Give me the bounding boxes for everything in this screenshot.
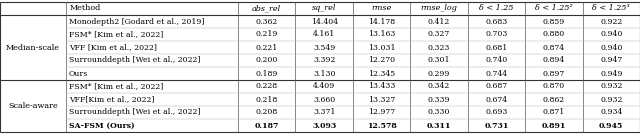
Text: abs_rel: abs_rel: [252, 5, 281, 12]
Text: δ < 1.25²: δ < 1.25²: [535, 5, 573, 12]
Text: VFF[Kim et al., 2022]: VFF[Kim et al., 2022]: [69, 96, 154, 103]
Text: FSM* [Kim et al., 2022]: FSM* [Kim et al., 2022]: [69, 83, 163, 90]
Text: 0.947: 0.947: [600, 57, 623, 64]
Text: Ours: Ours: [69, 70, 88, 77]
Text: 0.362: 0.362: [255, 18, 278, 25]
Text: 3.130: 3.130: [313, 70, 335, 77]
Text: 0.687: 0.687: [485, 83, 508, 90]
Text: 0.219: 0.219: [255, 31, 278, 38]
Text: 0.674: 0.674: [485, 96, 508, 103]
Text: δ < 1.25³: δ < 1.25³: [593, 5, 630, 12]
Text: Surrounddepth [Wei et al., 2022]: Surrounddepth [Wei et al., 2022]: [69, 57, 200, 64]
Text: 13.327: 13.327: [368, 96, 395, 103]
Text: Surrounddepth [Wei et al., 2022]: Surrounddepth [Wei et al., 2022]: [69, 109, 200, 116]
Text: 0.871: 0.871: [543, 109, 565, 116]
Text: 0.897: 0.897: [543, 70, 565, 77]
Text: 0.342: 0.342: [428, 83, 450, 90]
Text: 3.371: 3.371: [313, 109, 335, 116]
Text: 0.891: 0.891: [541, 122, 566, 129]
Text: 13.031: 13.031: [368, 44, 396, 51]
Text: 0.934: 0.934: [600, 109, 623, 116]
Text: 0.218: 0.218: [255, 96, 278, 103]
Text: 0.744: 0.744: [485, 70, 508, 77]
Text: 0.189: 0.189: [255, 70, 278, 77]
Text: 0.932: 0.932: [600, 83, 623, 90]
Text: 12.578: 12.578: [367, 122, 396, 129]
Text: 0.949: 0.949: [600, 70, 623, 77]
Text: sq_rel: sq_rel: [312, 5, 337, 12]
Text: δ < 1.25: δ < 1.25: [479, 5, 514, 12]
Text: 0.874: 0.874: [543, 44, 565, 51]
Text: 4.161: 4.161: [313, 31, 335, 38]
Text: 3.549: 3.549: [313, 44, 335, 51]
Text: 0.870: 0.870: [543, 83, 565, 90]
Text: Method: Method: [70, 5, 101, 12]
Text: 0.228: 0.228: [255, 83, 278, 90]
Text: rmse: rmse: [371, 5, 392, 12]
Text: 0.945: 0.945: [599, 122, 623, 129]
Text: 0.412: 0.412: [428, 18, 450, 25]
Text: 0.301: 0.301: [428, 57, 451, 64]
Text: 0.299: 0.299: [428, 70, 450, 77]
Text: 0.894: 0.894: [543, 57, 565, 64]
Text: 3.093: 3.093: [312, 122, 336, 129]
Text: 0.221: 0.221: [255, 44, 278, 51]
Text: 0.940: 0.940: [600, 44, 623, 51]
Text: 0.187: 0.187: [255, 122, 279, 129]
Text: 0.311: 0.311: [427, 122, 451, 129]
Text: 0.932: 0.932: [600, 96, 623, 103]
Text: 0.683: 0.683: [485, 18, 508, 25]
Text: 4.409: 4.409: [313, 83, 335, 90]
Text: VFF [Kim et al., 2022]: VFF [Kim et al., 2022]: [69, 44, 157, 51]
Text: 3.660: 3.660: [313, 96, 335, 103]
Text: Scale-aware: Scale-aware: [8, 102, 58, 110]
Text: 0.327: 0.327: [428, 31, 450, 38]
Text: 3.392: 3.392: [313, 57, 335, 64]
Text: 0.208: 0.208: [255, 109, 278, 116]
Text: 0.703: 0.703: [485, 31, 508, 38]
Text: 12.270: 12.270: [368, 57, 395, 64]
Text: 0.880: 0.880: [543, 31, 565, 38]
Text: 12.345: 12.345: [368, 70, 395, 77]
Text: 0.731: 0.731: [484, 122, 509, 129]
Text: rmse_log: rmse_log: [420, 5, 458, 12]
Text: 0.339: 0.339: [428, 96, 451, 103]
Text: 0.681: 0.681: [485, 44, 508, 51]
Text: 0.940: 0.940: [600, 31, 623, 38]
Text: 12.977: 12.977: [368, 109, 395, 116]
Text: 0.693: 0.693: [485, 109, 508, 116]
Text: FSM* [Kim et al., 2022]: FSM* [Kim et al., 2022]: [69, 31, 163, 38]
Text: 0.740: 0.740: [485, 57, 508, 64]
Text: 0.859: 0.859: [543, 18, 565, 25]
Text: 13.433: 13.433: [368, 83, 396, 90]
Text: SA-FSM (Ours): SA-FSM (Ours): [69, 122, 134, 129]
Text: 0.922: 0.922: [600, 18, 623, 25]
Text: Monodepth2 [Godard et al., 2019]: Monodepth2 [Godard et al., 2019]: [69, 18, 204, 25]
Text: 0.862: 0.862: [543, 96, 565, 103]
Text: 0.200: 0.200: [255, 57, 278, 64]
Text: 0.330: 0.330: [428, 109, 451, 116]
Text: Median-scale: Median-scale: [6, 44, 60, 51]
Text: 14.178: 14.178: [368, 18, 395, 25]
Text: 0.323: 0.323: [428, 44, 450, 51]
Text: 14.404: 14.404: [310, 18, 338, 25]
Text: 13.163: 13.163: [368, 31, 396, 38]
